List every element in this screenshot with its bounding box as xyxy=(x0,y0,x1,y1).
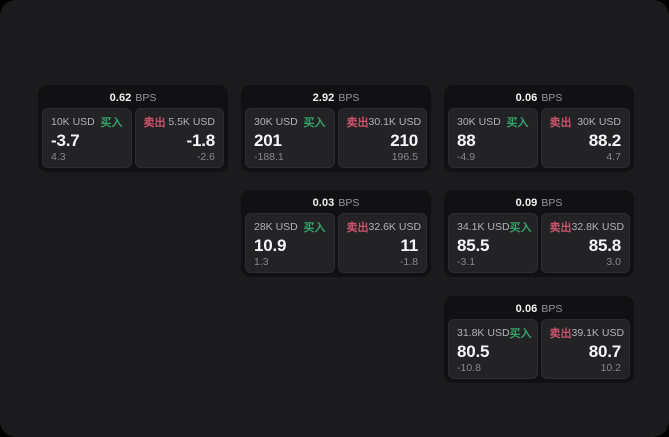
bps-value: 0.62 xyxy=(109,91,132,104)
sell-side-label: 卖出 xyxy=(549,328,572,340)
sell-price: 80.7 xyxy=(588,341,621,361)
sell-side-label: 卖出 xyxy=(549,117,572,129)
buy-quote-tile[interactable]: 30K USD 买入 201 -188.1 xyxy=(245,108,335,168)
buy-quote-tile[interactable]: 30K USD 买入 88 -4.9 xyxy=(448,108,538,168)
bps-value: 0.09 xyxy=(515,196,538,209)
sell-price: 210 xyxy=(390,130,418,150)
buy-size: 34.1K USD xyxy=(457,221,510,233)
buy-change: -3.1 xyxy=(457,256,476,268)
quote-card: 0.62 BPS 10K USD 买入 -3.7 4.3 卖出 5.5K USD… xyxy=(38,85,228,172)
sell-quote-tile[interactable]: 卖出 30.1K USD 210 196.5 xyxy=(337,108,427,168)
sell-size: 32.6K USD xyxy=(368,221,422,233)
sell-price: 11 xyxy=(400,235,418,255)
buy-size: 28K USD xyxy=(254,221,298,233)
sell-change: 10.2 xyxy=(600,362,621,374)
sell-size: 39.1K USD xyxy=(571,327,625,339)
buy-price: 10.9 xyxy=(254,235,287,255)
bps-unit-label: BPS xyxy=(541,196,563,209)
sell-price: 85.8 xyxy=(588,235,621,255)
bps-value: 2.92 xyxy=(312,91,335,104)
bps-unit-label: BPS xyxy=(338,91,360,104)
buy-quote-tile[interactable]: 10K USD 买入 -3.7 4.3 xyxy=(42,108,132,168)
sell-change: 3.0 xyxy=(606,256,621,268)
bps-header: 0.03 BPS xyxy=(245,195,427,210)
buy-change: 4.3 xyxy=(51,151,66,163)
buy-size: 30K USD xyxy=(457,116,501,128)
bps-header: 0.06 BPS xyxy=(448,301,630,316)
sell-change: 196.5 xyxy=(391,151,418,163)
sell-size: 32.8K USD xyxy=(571,221,625,233)
buy-side-label: 买入 xyxy=(303,222,326,234)
bps-unit-label: BPS xyxy=(541,91,563,104)
buy-change: -188.1 xyxy=(254,151,284,163)
sell-quote-tile[interactable]: 卖出 5.5K USD -1.8 -2.6 xyxy=(134,108,224,168)
sell-size: 5.5K USD xyxy=(168,116,215,128)
sell-quote-tile[interactable]: 卖出 30K USD 88.2 4.7 xyxy=(540,108,630,168)
buy-side-label: 买入 xyxy=(303,117,326,129)
bps-header: 0.09 BPS xyxy=(448,195,630,210)
buy-change: 1.3 xyxy=(254,256,269,268)
buy-price: 85.5 xyxy=(457,235,490,255)
buy-quote-tile[interactable]: 34.1K USD 买入 85.5 -3.1 xyxy=(448,213,538,273)
buy-price: -3.7 xyxy=(51,130,80,150)
bps-header: 0.62 BPS xyxy=(42,90,224,105)
buy-side-label: 买入 xyxy=(509,328,532,340)
quote-card: 2.92 BPS 30K USD 买入 201 -188.1 卖出 30.1K … xyxy=(241,85,431,172)
sell-price: 88.2 xyxy=(588,130,621,150)
bps-value: 0.03 xyxy=(312,196,335,209)
bps-header: 2.92 BPS xyxy=(245,90,427,105)
buy-side-label: 买入 xyxy=(509,222,532,234)
bps-unit-label: BPS xyxy=(541,302,563,315)
sell-change: 4.7 xyxy=(606,151,621,163)
buy-quote-tile[interactable]: 31.8K USD 买入 80.5 -10.8 xyxy=(448,319,538,379)
sell-quote-tile[interactable]: 卖出 32.8K USD 85.8 3.0 xyxy=(540,213,630,273)
buy-price: 88 xyxy=(457,130,476,150)
sell-change: -2.6 xyxy=(196,151,215,163)
quote-card: 0.03 BPS 28K USD 买入 10.9 1.3 卖出 32.6K US… xyxy=(241,190,431,277)
bps-value: 0.06 xyxy=(515,91,538,104)
sell-side-label: 卖出 xyxy=(346,222,369,234)
sell-price: -1.8 xyxy=(186,130,216,150)
bps-unit-label: BPS xyxy=(135,91,157,104)
sell-change: -1.8 xyxy=(399,256,418,268)
sell-size: 30K USD xyxy=(577,116,621,128)
buy-quote-tile[interactable]: 28K USD 买入 10.9 1.3 xyxy=(245,213,335,273)
buy-change: -4.9 xyxy=(457,151,476,163)
quote-card: 0.09 BPS 34.1K USD 买入 85.5 -3.1 卖出 32.8K… xyxy=(444,190,634,277)
buy-price: 201 xyxy=(254,130,282,150)
buy-side-label: 买入 xyxy=(506,117,529,129)
bps-unit-label: BPS xyxy=(338,196,360,209)
sell-size: 30.1K USD xyxy=(368,116,422,128)
sell-quote-tile[interactable]: 卖出 32.6K USD 11 -1.8 xyxy=(337,213,427,273)
buy-price: 80.5 xyxy=(457,341,490,361)
quote-card: 0.06 BPS 31.8K USD 买入 80.5 -10.8 卖出 39.1… xyxy=(444,296,634,383)
buy-size: 30K USD xyxy=(254,116,298,128)
bps-header: 0.06 BPS xyxy=(448,90,630,105)
buy-change: -10.8 xyxy=(457,362,481,374)
sell-side-label: 卖出 xyxy=(549,222,572,234)
sell-quote-tile[interactable]: 卖出 39.1K USD 80.7 10.2 xyxy=(540,319,630,379)
sell-side-label: 卖出 xyxy=(143,117,166,129)
quote-card: 0.06 BPS 30K USD 买入 88 -4.9 卖出 30K USD 8… xyxy=(444,85,634,172)
sell-side-label: 卖出 xyxy=(346,117,369,129)
buy-side-label: 买入 xyxy=(100,117,123,129)
buy-size: 10K USD xyxy=(51,116,95,128)
bps-value: 0.06 xyxy=(515,302,538,315)
buy-size: 31.8K USD xyxy=(457,327,510,339)
